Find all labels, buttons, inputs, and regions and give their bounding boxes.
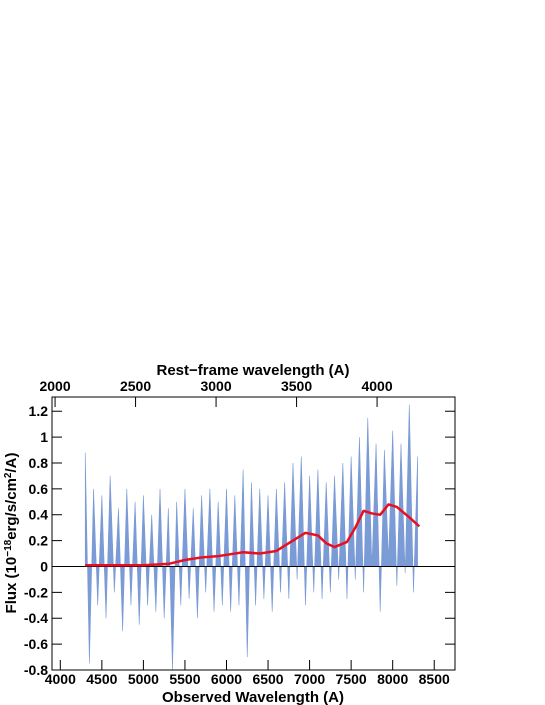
x-axis-title: Observed Wavelength (A) (162, 689, 344, 705)
x-tick-label: 6000 (211, 671, 242, 687)
y-tick-label: -0.6 (24, 636, 48, 652)
x-tick-label: 5000 (128, 671, 159, 687)
frame (51, 396, 456, 671)
smoothed-line (85, 503, 421, 567)
y-title-superscript: −18 (3, 539, 14, 556)
y-tick-label: -0.2 (24, 584, 48, 600)
y-axis-title: Flux (10−18erg/s/cm2/A) (3, 453, 21, 614)
y-tick-label: 0.2 (29, 533, 49, 549)
y-title-part: erg/s/cm (3, 478, 20, 540)
top-tick-label: 3500 (281, 378, 312, 394)
plot-area (52, 404, 455, 670)
y-tick-label: 1 (40, 429, 48, 445)
x-tick-label: 8000 (377, 671, 408, 687)
y-tick-label: 1.2 (29, 403, 49, 419)
y-tick-label: -0.8 (24, 662, 48, 678)
y-tick-label: 0 (40, 558, 48, 574)
x-tick-label: 5500 (169, 671, 200, 687)
x-tick-label: 6500 (252, 671, 283, 687)
top-tick-label: 2000 (39, 378, 70, 394)
top-tick-label: 3000 (200, 378, 231, 394)
top-tick-label: 4000 (361, 378, 392, 394)
x-tick-label: 8500 (419, 671, 450, 687)
top-axis-title: Rest−frame wavelength (A) (157, 362, 350, 379)
x-tick-label: 4000 (45, 671, 76, 687)
x-tick-label: 7000 (294, 671, 325, 687)
y-title-part: /A) (3, 453, 20, 473)
top-tick-label: 2500 (120, 378, 151, 394)
x-tick-label: 4500 (86, 671, 117, 687)
spectrum-area (84, 404, 418, 670)
y-title-part: Flux (10 (3, 557, 20, 614)
x-tick-label: 7500 (336, 671, 367, 687)
y-tick-label: -0.4 (24, 610, 48, 626)
y-tick-label: 0.4 (29, 507, 49, 523)
y-tick-label: 0.8 (29, 455, 49, 471)
y-tick-label: 0.6 (29, 481, 49, 497)
y-title-superscript: 2 (3, 472, 14, 478)
